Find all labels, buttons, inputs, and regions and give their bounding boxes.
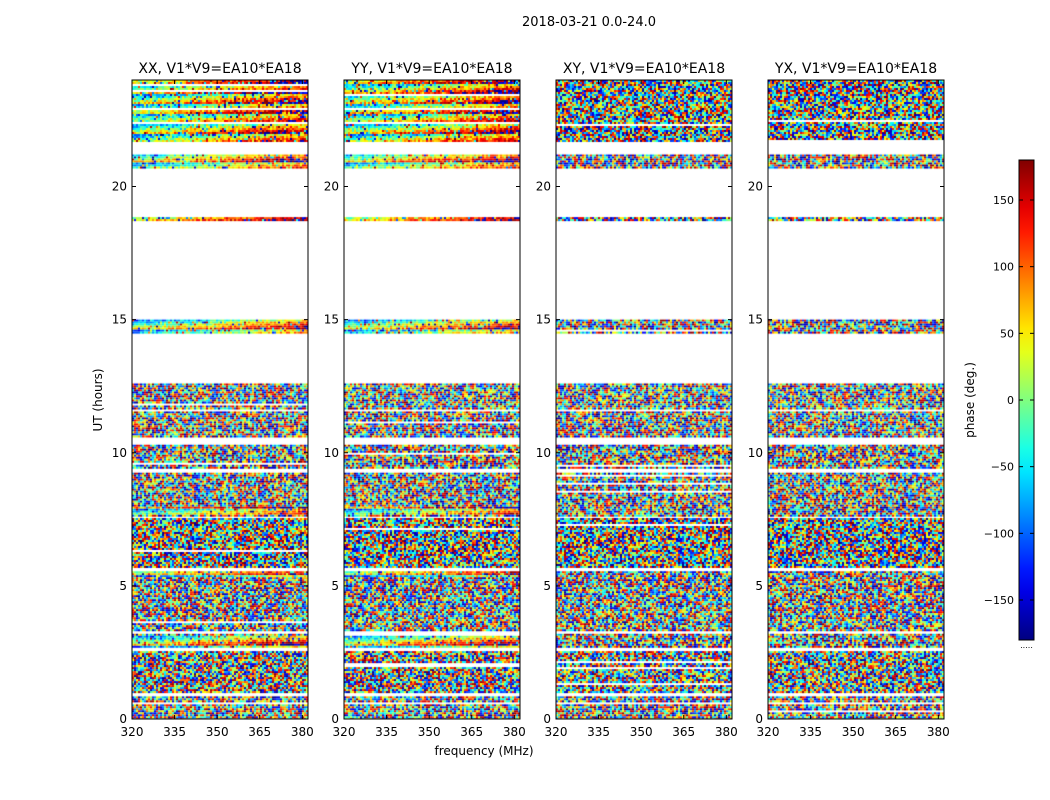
axes-frame — [555, 79, 733, 720]
colorbar: −150 −100 −50 0 50 100 150 phase (deg.)..... — [963, 159, 1035, 650]
x-tick-label: 335 — [163, 725, 186, 739]
x-axis-label: frequency (MHz) — [434, 744, 533, 758]
y-tick-label: 15 — [536, 313, 551, 327]
phase-raster — [132, 80, 308, 719]
x-tick-label: 350 — [842, 725, 865, 739]
panel-xy: XY, V1*V9=EA10*EA18 320 335 350 365 380 0 5 10 15… — [536, 61, 738, 739]
colorbar-tick-label: −50 — [991, 461, 1014, 474]
y-tick-label: 20 — [324, 180, 339, 194]
x-tick-label: 365 — [248, 725, 271, 739]
y-tick-label: 20 — [112, 180, 127, 194]
colorbar-tick-label: 50 — [1000, 327, 1014, 340]
panel-title: XY, V1*V9=EA10*EA18 — [563, 61, 725, 77]
x-tick-label: 350 — [418, 725, 441, 739]
colorbar-under-label: ..... — [1020, 641, 1033, 650]
x-tick-label: 320 — [545, 725, 568, 739]
colorbar-tick-label: −100 — [984, 527, 1014, 540]
colorbar-tick-label: 0 — [1007, 394, 1014, 407]
x-tick-label: 320 — [757, 725, 780, 739]
colorbar-label: phase (deg.) — [963, 362, 977, 438]
x-tick-label: 335 — [375, 725, 398, 739]
y-tick-label: 10 — [748, 446, 763, 460]
x-tick-label: 380 — [927, 725, 950, 739]
y-tick-label: 5 — [543, 579, 551, 593]
x-tick-label: 335 — [587, 725, 610, 739]
x-tick-label: 380 — [291, 725, 314, 739]
panel-title: YX, V1*V9=EA10*EA18 — [774, 61, 937, 77]
axes-frame — [343, 79, 521, 720]
y-tick-label: 15 — [748, 313, 763, 327]
panel-title: YY, V1*V9=EA10*EA18 — [350, 61, 512, 77]
x-tick-label: 380 — [503, 725, 526, 739]
y-tick-label: 15 — [324, 313, 339, 327]
y-tick-label: 10 — [536, 446, 551, 460]
figure-suptitle: 2018-03-21 0.0-24.0 — [522, 15, 656, 30]
phase-raster — [768, 80, 944, 719]
x-tick-label: 380 — [715, 725, 738, 739]
y-tick-label: 0 — [331, 712, 339, 726]
panel-title: XX, V1*V9=EA10*EA18 — [138, 61, 301, 77]
panel-xx: XX, V1*V9=EA10*EA18 320 335 350 365 380 0 5 10 15… — [112, 61, 314, 739]
x-tick-label: 365 — [884, 725, 907, 739]
colorbar-tick-label: −150 — [984, 594, 1014, 607]
y-tick-label: 5 — [755, 579, 763, 593]
phase-raster — [556, 80, 732, 719]
colorbar-tick-label: 150 — [993, 194, 1014, 207]
axes-frame — [131, 79, 309, 720]
phase-raster — [344, 80, 520, 719]
colorbar-tick-label: 100 — [993, 261, 1014, 274]
panel-grid: XX, V1*V9=EA10*EA18 320 335 350 365 380 0 5 10 15… — [112, 61, 950, 739]
panel-yy: YY, V1*V9=EA10*EA18 320 335 350 365 380 0 5 10 15… — [324, 61, 526, 739]
y-tick-label: 5 — [331, 579, 339, 593]
x-tick-label: 335 — [799, 725, 822, 739]
y-tick-label: 0 — [119, 712, 127, 726]
y-tick-label: 15 — [112, 313, 127, 327]
x-tick-label: 350 — [630, 725, 653, 739]
x-tick-label: 320 — [333, 725, 356, 739]
y-tick-label: 0 — [755, 712, 763, 726]
axes-frame — [767, 79, 945, 720]
y-tick-label: 20 — [536, 180, 551, 194]
y-tick-label: 10 — [112, 446, 127, 460]
x-tick-label: 365 — [672, 725, 695, 739]
x-tick-label: 365 — [460, 725, 483, 739]
y-tick-label: 20 — [748, 180, 763, 194]
y-tick-label: 5 — [119, 579, 127, 593]
y-tick-label: 10 — [324, 446, 339, 460]
panel-yx: YX, V1*V9=EA10*EA18 320 335 350 365 380 0 5 10 15… — [748, 61, 950, 739]
y-axis-label: UT (hours) — [91, 368, 105, 431]
x-tick-label: 320 — [121, 725, 144, 739]
y-tick-label: 0 — [543, 712, 551, 726]
x-tick-label: 350 — [206, 725, 229, 739]
